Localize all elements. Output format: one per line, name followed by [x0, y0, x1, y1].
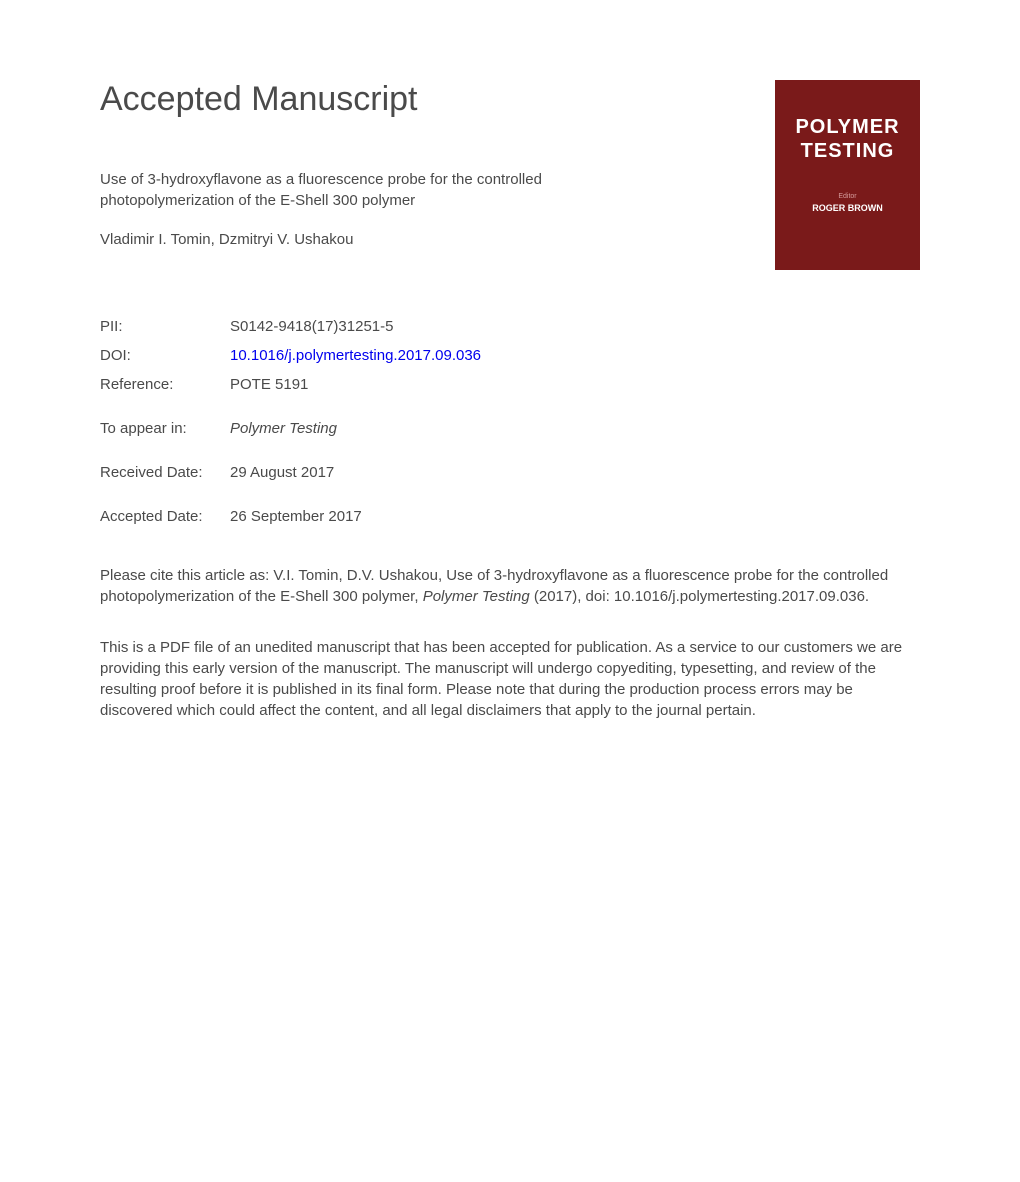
disclaimer-text: This is a PDF file of an unedited manusc…	[100, 637, 910, 721]
citation-text: Please cite this article as: V.I. Tomin,…	[100, 565, 900, 607]
metadata-row-reference: Reference: POTE 5191	[100, 376, 920, 393]
reference-label: Reference:	[100, 376, 230, 393]
appear-label: To appear in:	[100, 420, 230, 437]
journal-cover: POLYMER TESTING Editor ROGER BROWN	[775, 80, 920, 270]
metadata-row-accepted: Accepted Date: 26 September 2017	[100, 508, 920, 525]
pii-label: PII:	[100, 318, 230, 335]
metadata-row-doi: DOI: 10.1016/j.polymertesting.2017.09.03…	[100, 347, 920, 364]
received-label: Received Date:	[100, 464, 230, 481]
journal-cover-title: POLYMER TESTING	[795, 115, 899, 163]
article-title: Use of 3-hydroxyflavone as a fluorescenc…	[100, 169, 600, 211]
doi-label: DOI:	[100, 347, 230, 364]
header-left: Accepted Manuscript Use of 3-hydroxyflav…	[100, 80, 755, 278]
doi-link[interactable]: 10.1016/j.polymertesting.2017.09.036	[230, 347, 481, 364]
journal-title-line1: POLYMER	[795, 115, 899, 139]
pii-value: S0142-9418(17)31251-5	[230, 318, 393, 335]
metadata-row-pii: PII: S0142-9418(17)31251-5	[100, 318, 920, 335]
article-authors: Vladimir I. Tomin, Dzmitryi V. Ushakou	[100, 231, 755, 248]
journal-title-line2: TESTING	[795, 139, 899, 163]
accepted-value: 26 September 2017	[230, 508, 362, 525]
reference-value: POTE 5191	[230, 376, 308, 393]
accepted-label: Accepted Date:	[100, 508, 230, 525]
accepted-manuscript-heading: Accepted Manuscript	[100, 80, 755, 119]
journal-editor-label: Editor	[838, 193, 856, 200]
journal-editor-name: ROGER BROWN	[812, 203, 883, 213]
metadata-row-appear: To appear in: Polymer Testing	[100, 420, 920, 437]
citation-suffix: (2017), doi: 10.1016/j.polymertesting.20…	[530, 588, 869, 605]
received-value: 29 August 2017	[230, 464, 334, 481]
citation-journal: Polymer Testing	[423, 588, 530, 605]
metadata-row-received: Received Date: 29 August 2017	[100, 464, 920, 481]
appear-value: Polymer Testing	[230, 420, 337, 437]
header-row: Accepted Manuscript Use of 3-hydroxyflav…	[100, 80, 920, 278]
metadata-table: PII: S0142-9418(17)31251-5 DOI: 10.1016/…	[100, 318, 920, 525]
